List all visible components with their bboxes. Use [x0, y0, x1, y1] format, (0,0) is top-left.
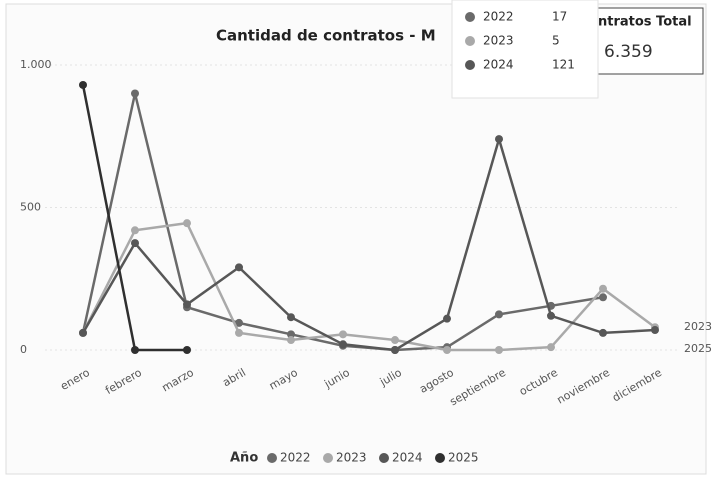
- data-point: [599, 328, 607, 337]
- y-tick-label: 500: [20, 201, 41, 214]
- overlay: ntratos Total 6.359 2022 17 2023 5 2024 121: [451, 0, 704, 99]
- series-line: [81, 221, 656, 352]
- data-point: [495, 310, 503, 319]
- data-point: [235, 318, 243, 327]
- tooltip-swatch: [465, 36, 475, 46]
- y-tick-label: 1.000: [20, 58, 52, 71]
- tooltip-swatch: [465, 12, 475, 22]
- data-point: [443, 346, 451, 354]
- legend-label: 2024: [392, 451, 423, 465]
- data-point: [183, 346, 191, 354]
- tooltip-swatch: [465, 60, 475, 70]
- data-point: [547, 311, 555, 320]
- end-label: 2023: [684, 320, 712, 333]
- tooltip: [451, 0, 599, 99]
- data-point: [339, 330, 347, 339]
- data-point: [443, 314, 451, 323]
- data-point: [495, 135, 503, 144]
- data-point: [183, 300, 191, 309]
- tooltip-name: 2022: [483, 10, 514, 24]
- data-point: [131, 226, 139, 235]
- tooltip-name: 2024: [483, 58, 514, 72]
- card-value: 6.359: [604, 42, 653, 62]
- data-point: [79, 328, 87, 337]
- data-point: [131, 346, 139, 354]
- data-point: [287, 313, 295, 322]
- tooltip-value: 5: [552, 34, 560, 48]
- data-point: [287, 336, 295, 345]
- data-point: [131, 89, 139, 98]
- legend-swatch: [267, 453, 277, 463]
- tooltip-value: 121: [552, 58, 575, 72]
- data-point: [599, 293, 607, 302]
- data-point: [339, 340, 347, 349]
- legend-label: 2022: [280, 451, 311, 465]
- card: [584, 7, 704, 75]
- legend-swatch: [435, 453, 445, 463]
- legend-swatch: [323, 453, 333, 463]
- data-point: [391, 336, 399, 345]
- legend-swatch: [379, 453, 389, 463]
- data-point: [651, 326, 659, 335]
- data-point: [495, 346, 503, 354]
- end-label: 2025: [684, 342, 712, 355]
- data-point: [131, 239, 139, 248]
- legend-title: Año: [230, 451, 258, 466]
- series-line: [81, 134, 656, 352]
- data-point: [183, 219, 191, 228]
- legend-label: 2023: [336, 451, 367, 465]
- chart-title: Cantidad de contratos - M: [216, 27, 436, 45]
- tooltip-name: 2023: [483, 34, 514, 48]
- data-point: [547, 343, 555, 352]
- data-point: [79, 80, 87, 89]
- legend-label: 2025: [448, 451, 479, 465]
- y-tick-label: 0: [20, 343, 27, 356]
- data-point: [235, 328, 243, 337]
- data-point: [287, 330, 295, 339]
- data-point: [235, 263, 243, 272]
- tooltip-value: 17: [552, 10, 567, 24]
- data-point: [599, 284, 607, 293]
- card-label: ntratos Total: [598, 15, 692, 30]
- data-point: [391, 346, 399, 354]
